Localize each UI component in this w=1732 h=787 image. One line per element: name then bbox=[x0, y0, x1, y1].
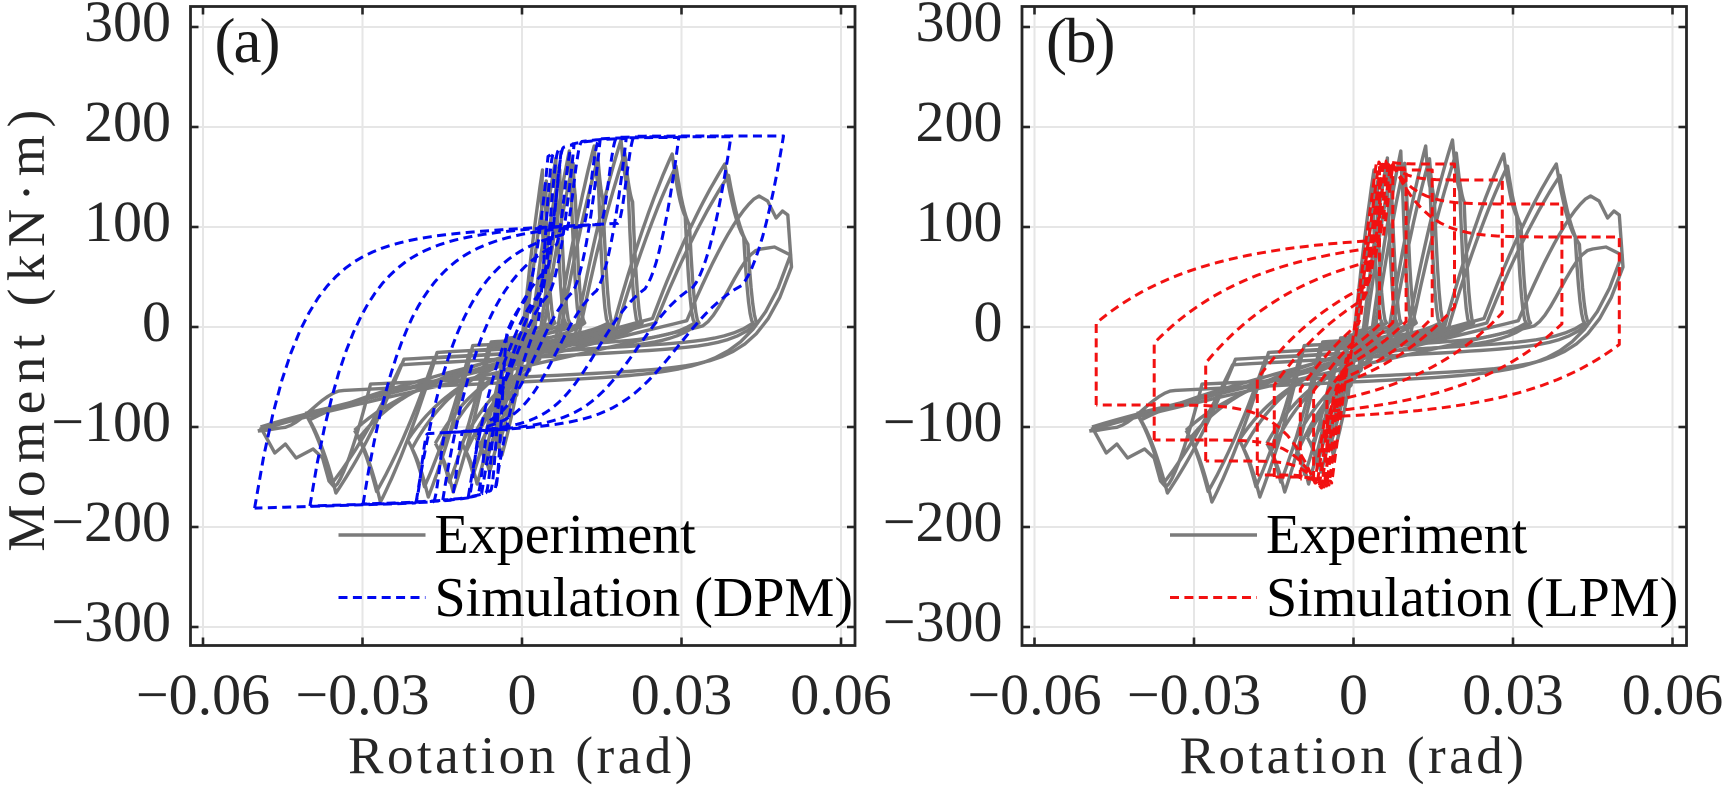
svg-text:0: 0 bbox=[974, 289, 1003, 354]
svg-text:300: 300 bbox=[84, 0, 171, 54]
svg-text:0.03: 0.03 bbox=[631, 662, 733, 727]
svg-text:Rotation (rad): Rotation (rad) bbox=[1180, 727, 1528, 785]
svg-text:(a): (a) bbox=[215, 6, 279, 76]
svg-text:200: 200 bbox=[916, 89, 1003, 154]
svg-text:−0.03: −0.03 bbox=[1127, 662, 1261, 727]
svg-text:300: 300 bbox=[916, 0, 1003, 54]
svg-text:−100: −100 bbox=[51, 389, 171, 454]
svg-text:−0.06: −0.06 bbox=[967, 662, 1101, 727]
svg-text:0: 0 bbox=[1339, 662, 1368, 727]
svg-text:−0.06: −0.06 bbox=[136, 662, 270, 727]
svg-text:0.06: 0.06 bbox=[1622, 662, 1724, 727]
svg-text:Experiment: Experiment bbox=[1266, 504, 1528, 566]
svg-text:100: 100 bbox=[84, 189, 171, 254]
svg-text:−300: −300 bbox=[883, 589, 1003, 654]
svg-text:0.03: 0.03 bbox=[1462, 662, 1564, 727]
svg-text:Simulation (LPM): Simulation (LPM) bbox=[1266, 567, 1678, 629]
svg-text:−300: −300 bbox=[51, 589, 171, 654]
svg-text:−0.03: −0.03 bbox=[295, 662, 429, 727]
svg-text:−100: −100 bbox=[883, 389, 1003, 454]
svg-text:−200: −200 bbox=[51, 489, 171, 554]
svg-text:−200: −200 bbox=[883, 489, 1003, 554]
svg-text:Moment (kN·m): Moment (kN·m) bbox=[0, 102, 56, 551]
svg-text:0: 0 bbox=[142, 289, 171, 354]
svg-text:200: 200 bbox=[84, 89, 171, 154]
svg-text:Simulation (DPM): Simulation (DPM) bbox=[435, 567, 853, 629]
svg-text:(b): (b) bbox=[1046, 6, 1113, 76]
svg-text:100: 100 bbox=[916, 189, 1003, 254]
svg-text:Experiment: Experiment bbox=[435, 504, 697, 566]
svg-text:Rotation (rad): Rotation (rad) bbox=[348, 727, 696, 785]
svg-text:0: 0 bbox=[508, 662, 537, 727]
svg-text:0.06: 0.06 bbox=[790, 662, 892, 727]
